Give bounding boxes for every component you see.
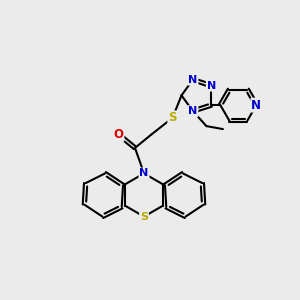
Text: S: S xyxy=(168,111,177,124)
Text: N: N xyxy=(207,81,216,91)
Text: O: O xyxy=(113,128,124,141)
Text: N: N xyxy=(188,106,197,116)
Text: N: N xyxy=(188,75,197,85)
Text: N: N xyxy=(251,99,261,112)
Text: N: N xyxy=(140,168,148,178)
Text: S: S xyxy=(140,212,148,222)
